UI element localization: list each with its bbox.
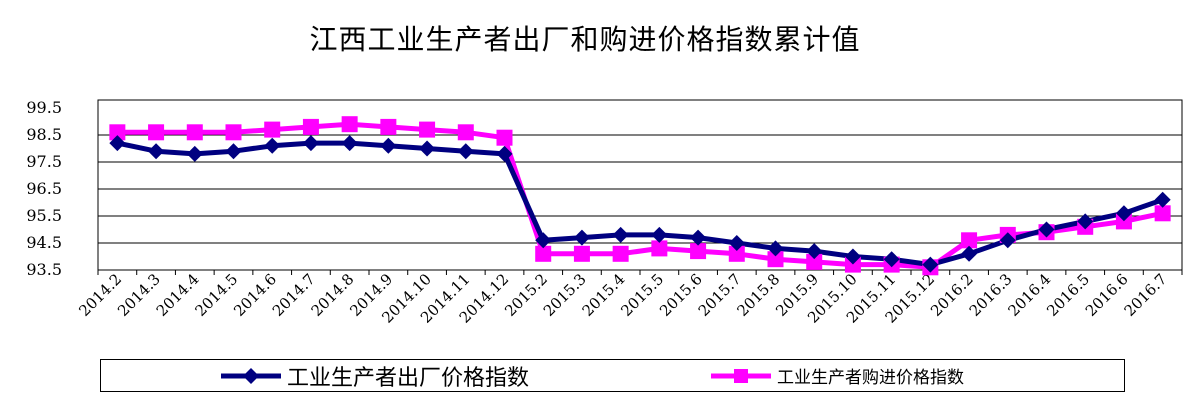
data-point-series-1	[186, 145, 203, 162]
x-tick-label: 2014.8	[308, 270, 358, 320]
data-point-series-2	[109, 124, 126, 141]
data-point-series-1	[961, 245, 978, 262]
data-point-series-2	[651, 240, 668, 257]
data-point-series-2	[535, 245, 552, 262]
x-tick-label: 2015.5	[617, 270, 667, 320]
data-point-series-1	[457, 143, 474, 160]
x-tick-label: 2015.2	[501, 270, 551, 320]
x-tick-label: 2015.3	[540, 270, 590, 320]
data-point-series-2	[186, 124, 203, 141]
data-point-series-1	[264, 137, 281, 154]
series-line-2	[117, 121, 1164, 270]
x-tick-label: 2014.3	[114, 270, 164, 320]
data-point-series-2	[612, 245, 629, 262]
legend-label-series-1: 工业生产者出厂价格指数	[287, 365, 530, 391]
plot-area	[97, 99, 1183, 271]
x-tick-label: 2014.2	[75, 270, 125, 320]
data-point-series-1	[109, 135, 126, 152]
data-point-series-1	[767, 240, 784, 257]
x-tick-label: 2014.7	[269, 270, 319, 320]
data-point-series-2	[806, 253, 823, 270]
data-point-series-1	[496, 145, 513, 162]
y-tick-label: 95.5	[26, 206, 62, 225]
legend-item-series-1: 工业生产者出厂价格指数	[221, 360, 529, 391]
legend-item-series-2: 工业生产者购进价格指数	[711, 360, 964, 391]
x-tick-label: 2016.7	[1121, 270, 1171, 320]
x-tick-label: 2016.4	[1004, 270, 1054, 320]
x-axis-tick-labels: 2014.22014.32014.42014.52014.62014.72014…	[75, 270, 1183, 327]
data-point-series-2	[457, 124, 474, 141]
chart-title: 江西工业生产者出厂和购进价格指数累计值	[309, 23, 861, 56]
data-point-series-1	[341, 135, 358, 152]
data-point-series-1	[302, 135, 319, 152]
data-point-series-1	[922, 256, 939, 273]
series-layer	[109, 116, 1171, 276]
data-point-series-1	[1077, 213, 1094, 230]
data-point-series-1	[728, 235, 745, 251]
data-point-series-1	[651, 226, 668, 243]
data-point-series-1	[419, 140, 436, 157]
x-tick-label: 2016.3	[966, 270, 1016, 320]
data-point-series-1	[999, 232, 1016, 249]
data-point-series-1	[573, 229, 590, 246]
data-point-series-2	[690, 243, 707, 260]
x-tick-label: 2015.4	[579, 270, 629, 320]
y-axis-tick-labels: 99.5 98.5 97.5 96.5 95.5 94.5 93.5	[26, 98, 62, 279]
data-point-series-2	[573, 245, 590, 262]
data-point-series-2	[767, 251, 784, 268]
data-point-series-1	[1115, 205, 1132, 222]
data-point-series-1	[380, 137, 397, 154]
legend: 工业生产者出厂价格指数 工业生产者购进价格指数	[100, 359, 1125, 392]
data-point-series-2	[225, 124, 242, 141]
data-point-series-2	[844, 256, 861, 273]
data-point-series-1	[1038, 221, 1055, 238]
x-tick-label: 2015.6	[656, 270, 706, 320]
data-point-series-2	[302, 118, 319, 135]
data-point-series-1	[612, 226, 629, 243]
data-point-series-2	[419, 121, 436, 138]
y-tick-label: 94.5	[26, 233, 62, 252]
diamond-marker-icon	[221, 366, 281, 386]
data-point-series-2	[728, 245, 745, 262]
y-tick-label: 98.5	[26, 125, 62, 144]
data-point-series-2	[380, 118, 397, 135]
data-point-series-2	[148, 124, 165, 141]
x-tick-label: 2015.8	[733, 270, 783, 320]
y-tick-label: 93.5	[26, 260, 62, 279]
x-tick-label: 2015.7	[695, 270, 745, 320]
data-point-series-1	[690, 229, 707, 246]
data-point-series-2	[1115, 213, 1132, 230]
x-tick-label: 2014.4	[153, 270, 203, 320]
data-point-series-1	[883, 251, 900, 268]
x-tick-label: 2016.5	[1043, 270, 1093, 320]
data-point-series-2	[961, 232, 978, 249]
x-tick-label: 2016.2	[927, 270, 977, 320]
data-point-series-2	[341, 116, 358, 133]
data-point-series-1	[225, 143, 242, 160]
data-point-series-1	[844, 248, 861, 265]
series-line-1	[116, 140, 1164, 268]
x-tick-label: 2014.5	[191, 270, 241, 320]
y-tick-label: 99.5	[26, 98, 62, 117]
x-tick-label: 2016.6	[1082, 270, 1132, 320]
legend-label-series-2: 工业生产者购进价格指数	[777, 368, 964, 388]
data-point-series-1	[535, 232, 552, 249]
x-tick-label: 2014.6	[230, 270, 280, 320]
y-tick-label: 96.5	[26, 179, 62, 198]
square-marker-icon	[711, 366, 771, 386]
data-point-series-1	[148, 143, 165, 160]
data-point-series-2	[496, 129, 513, 146]
data-point-series-2	[264, 121, 281, 138]
data-point-series-2	[1154, 205, 1171, 222]
data-point-series-1	[1154, 191, 1171, 208]
y-tick-label: 97.5	[26, 152, 62, 171]
data-point-series-1	[806, 243, 823, 260]
